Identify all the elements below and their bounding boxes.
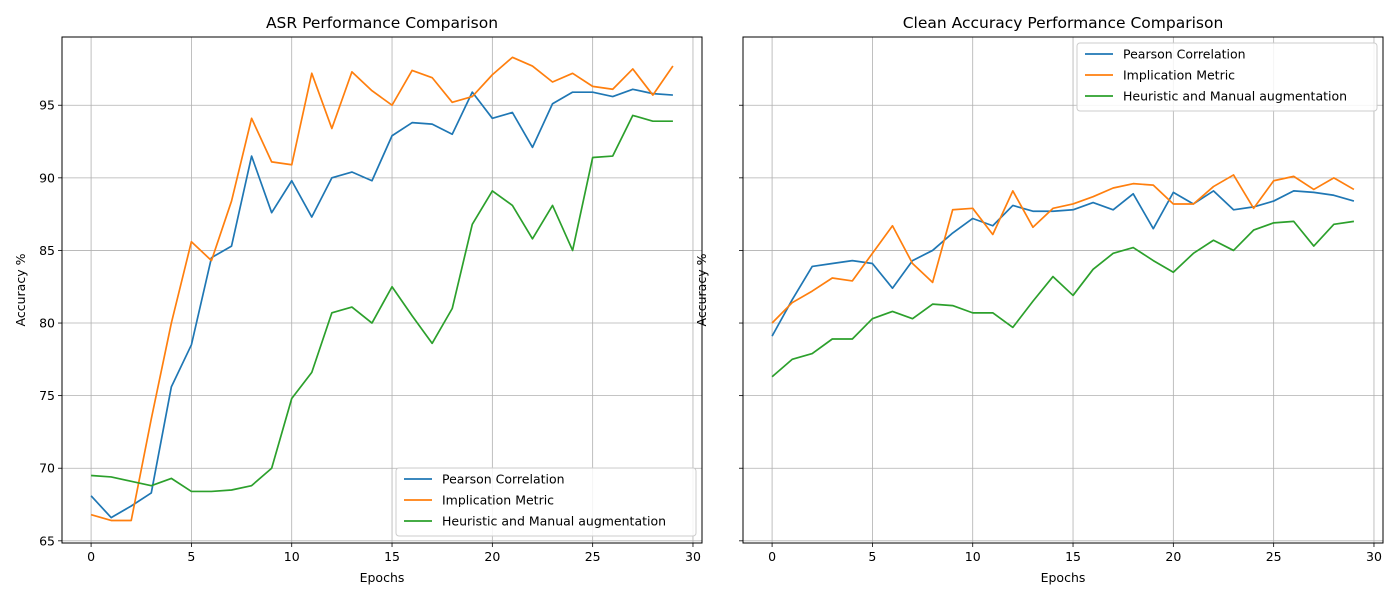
legend: Pearson Correlation Implication Metric Heu… <box>1076 42 1378 112</box>
y-tick-label: 95 <box>39 98 55 113</box>
grid-lines <box>743 37 1383 543</box>
y-ticks <box>739 104 743 542</box>
plot-frame <box>61 36 703 544</box>
x-tick-label: 5 <box>868 549 876 564</box>
legend-label: Implication Metric <box>1123 68 1235 83</box>
y-tick-label: 75 <box>39 388 55 403</box>
clean-accuracy-chart-panel: 0 5 10 15 20 25 30 Clean Accuracy Performance … <box>694 14 1384 585</box>
x-tick-label: 25 <box>1266 549 1282 564</box>
series-lines <box>771 174 1355 378</box>
y-tick-label: 65 <box>39 533 55 548</box>
x-tick-label: 15 <box>384 549 400 564</box>
chart-title: ASR Performance Comparison <box>266 14 498 32</box>
asr-chart-panel: 0 5 10 15 20 25 30 65 70 75 80 85 90 95 ASR Performa… <box>13 14 703 585</box>
x-ticks: 0 5 10 15 20 25 30 <box>768 543 1382 564</box>
x-tick-label: 5 <box>187 549 195 564</box>
x-tick-label: 25 <box>585 549 601 564</box>
x-tick-label: 10 <box>284 549 300 564</box>
x-tick-label: 20 <box>484 549 500 564</box>
series-line-2 <box>771 174 1355 324</box>
legend-label: Pearson Correlation <box>442 472 565 487</box>
legend-box <box>395 467 697 537</box>
y-tick-label: 70 <box>39 461 55 476</box>
legend-label: Pearson Correlation <box>1123 47 1246 62</box>
plot-frame <box>742 36 1384 544</box>
y-tick-label: 90 <box>39 170 55 185</box>
x-axis-label: Epochs <box>1041 570 1086 585</box>
series-line-3 <box>91 114 673 493</box>
y-axis-label: Accuracy % <box>13 253 28 326</box>
series-line-1 <box>771 190 1355 337</box>
series-line-3 <box>771 220 1355 378</box>
x-tick-label: 0 <box>768 549 776 564</box>
x-tick-label: 15 <box>1065 549 1081 564</box>
y-tick-label: 85 <box>39 243 55 258</box>
series-line-1 <box>90 88 673 519</box>
legend-label: Heuristic and Manual augmentation <box>1123 89 1347 104</box>
y-axis-label: Accuracy % <box>694 253 709 326</box>
x-axis-label: Epochs <box>360 570 405 585</box>
x-tick-label: 20 <box>1165 549 1181 564</box>
y-ticks: 65 70 75 80 85 90 95 <box>39 98 62 548</box>
x-ticks: 0 5 10 15 20 25 30 <box>87 543 701 564</box>
x-tick-label: 10 <box>965 549 981 564</box>
series-lines <box>90 56 674 522</box>
series-line-2 <box>90 56 674 522</box>
legend-label: Heuristic and Manual augmentation <box>442 514 666 529</box>
chart-title: Clean Accuracy Performance Comparison <box>903 14 1224 32</box>
grid-lines <box>62 37 702 543</box>
legend-label: Implication Metric <box>442 493 554 508</box>
y-tick-label: 80 <box>39 316 55 331</box>
x-tick-label: 0 <box>87 549 95 564</box>
legend: Pearson Correlation Implication Metric Heu… <box>395 467 697 537</box>
x-tick-label: 30 <box>685 549 701 564</box>
x-tick-label: 30 <box>1366 549 1382 564</box>
legend-box <box>1076 42 1378 112</box>
